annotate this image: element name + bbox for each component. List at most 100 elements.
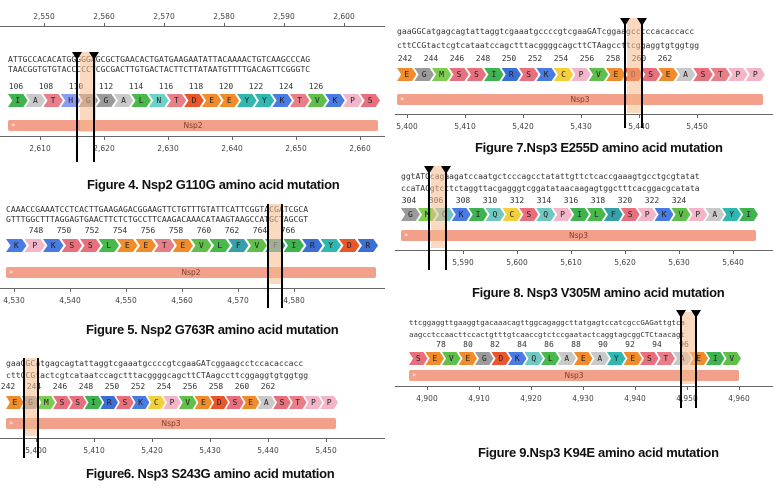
aa-position-label: 764 — [252, 226, 268, 235]
ruler-label: 2,630 — [157, 144, 179, 153]
ruler-label: 4,950 — [676, 394, 698, 403]
amino-acid-residue: S — [68, 396, 87, 409]
aa-position-label: 762 — [224, 226, 240, 235]
ruler-tick — [152, 438, 153, 442]
ruler-tick — [360, 136, 361, 140]
ruler-label: 4,940 — [624, 394, 646, 403]
aa-position-label: 316 — [563, 196, 579, 205]
amino-acid-residue: E — [458, 352, 477, 365]
feature-bar-nsp3: » Nsp3 — [401, 230, 756, 241]
figure-7-caption: Figure 7.Nsp3 E255D amino acid mutation — [475, 140, 723, 155]
arrow-icon: » — [412, 371, 417, 379]
amino-acid-residue: I — [739, 208, 758, 221]
aa-position-label: 752 — [84, 226, 100, 235]
amino-acid-residue: L — [131, 94, 151, 107]
amino-acid-residue: L — [586, 208, 606, 221]
ruler-label: 4,550 — [115, 296, 137, 305]
ruler-tick — [70, 288, 71, 292]
amino-acid-residue: I — [283, 239, 304, 252]
mutation-line-left — [267, 204, 269, 308]
amino-acid-residue: S — [273, 396, 291, 409]
ruler-tick — [232, 136, 233, 140]
aa-position-label: 248 — [475, 54, 491, 63]
amino-acid-residue: Y — [320, 239, 341, 252]
amino-acid-residue: S — [449, 68, 469, 81]
dna-top-strand: CAAACCGAAATCCTCACTTGAAGAGACGGAAGTTCTGTTT… — [6, 204, 309, 214]
dna-top-strand: ggtATGcagaagatccaatgctcccagcctatattgttct… — [401, 172, 700, 181]
mutation-line-right — [281, 204, 283, 308]
aa-position-label: 250 — [501, 54, 517, 63]
amino-acid-residue: K — [536, 68, 556, 81]
mutation-marker-icon — [72, 52, 82, 60]
amino-acid-residue: V — [178, 396, 197, 409]
dna-bottom-strand: cttCCGtactcgtcataatccagctttacggggcagcttC… — [397, 40, 700, 50]
aa-position-label: 312 — [509, 196, 525, 205]
amino-acid-residue: V — [671, 208, 691, 221]
bottom-ruler: 2,610 2,620 2,630 2,640 2,650 2,660 — [0, 136, 385, 166]
amino-acid-residue: K — [508, 352, 527, 365]
figure-8-caption: Figure 8. Nsp3 V305M amino acid mutation — [472, 285, 725, 300]
amino-acid-residue: G — [414, 68, 434, 81]
amino-acid-residue: T — [154, 239, 175, 252]
bottom-ruler: 5,400 5,410 5,420 5,430 5,440 5,450 — [0, 438, 385, 464]
amino-acid-residue: A — [557, 352, 576, 365]
amino-acid-residue: A — [675, 68, 696, 81]
bottom-ruler: 4,900 4,910 4,920 4,930 4,940 4,950 4,960 — [395, 386, 773, 410]
mutation-marker-icon — [691, 310, 701, 318]
aa-position-label: 242 — [397, 54, 413, 63]
ruler-tick — [44, 23, 45, 27]
ruler-label: 5,410 — [454, 122, 476, 131]
mutation-highlight — [24, 358, 38, 436]
ruler-label: 2,640 — [221, 144, 243, 153]
aa-position-label: 254 — [553, 54, 569, 63]
aa-position-numbers: 304306308310312314316318320322324 — [395, 196, 773, 206]
ruler-label: 5,400 — [25, 446, 47, 455]
aa-position-numbers: 242244246248250252254256258260262 — [0, 382, 385, 392]
amino-acid-residue: R — [501, 68, 521, 81]
amino-acid-residue: Q — [524, 352, 543, 365]
amino-acid-residue: I — [706, 352, 725, 365]
amino-acid-residue: E — [606, 68, 626, 81]
ruler-label: 5,430 — [570, 122, 592, 131]
dna-bottom-strand: GTTTGGCTTTAGGAGTGAACTTCTCTGCCTTCAAGACAAA… — [6, 214, 309, 224]
aa-position-label: 252 — [130, 382, 146, 391]
amino-acid-residue: P — [24, 239, 45, 252]
aa-position-label: 314 — [536, 196, 552, 205]
amino-acid-residue: E — [201, 94, 222, 107]
ruler-axis — [0, 438, 385, 439]
amino-acid-residue: D — [210, 396, 228, 409]
mutation-highlight — [80, 52, 96, 132]
amino-acid-residue: Y — [722, 208, 742, 221]
mutation-line-left — [624, 24, 626, 128]
ruler-label: 4,540 — [59, 296, 81, 305]
amino-acid-track: IATHGGALNTDEEYYKTVKPS — [8, 94, 380, 107]
amino-acid-residue: P — [571, 68, 591, 81]
aa-position-label: 308 — [455, 196, 471, 205]
amino-acid-residue: G — [96, 94, 116, 107]
ruler-label: 4,900 — [416, 394, 438, 403]
ruler-label: 5,400 — [396, 122, 418, 131]
amino-acid-residue: Q — [536, 208, 556, 221]
amino-acid-residue: V — [307, 94, 328, 107]
figure-5-caption: Figure 5. Nsp2 G763R amino acid mutation — [86, 322, 339, 337]
amino-acid-residue: D — [339, 239, 360, 252]
amino-acid-residue: N — [148, 94, 169, 107]
amino-acid-residue: P — [688, 208, 708, 221]
aa-position-label: 758 — [168, 226, 184, 235]
amino-acid-residue: S — [640, 352, 659, 365]
dna-top-strand: gaaGGCatgagcagtattaggtcgaaatgccccgtcgaaG… — [6, 358, 304, 368]
aa-position-label: 106 — [8, 82, 24, 91]
ruler-axis — [0, 136, 385, 137]
amino-acid-residue: K — [43, 239, 64, 252]
arrow-icon: » — [9, 268, 14, 276]
ruler-label: 2,570 — [153, 12, 175, 21]
ruler-tick — [210, 438, 211, 442]
aa-position-label: 242 — [0, 382, 16, 391]
amino-acid-residue: I — [484, 68, 504, 81]
mutation-marker-icon — [441, 166, 451, 174]
aa-position-numbers: 242244246248250252254256258260262 — [395, 54, 773, 64]
amino-acid-residue: K — [6, 239, 27, 252]
ruler-tick — [168, 136, 169, 140]
aa-position-label: 766 — [280, 226, 296, 235]
ruler-tick — [517, 250, 518, 254]
